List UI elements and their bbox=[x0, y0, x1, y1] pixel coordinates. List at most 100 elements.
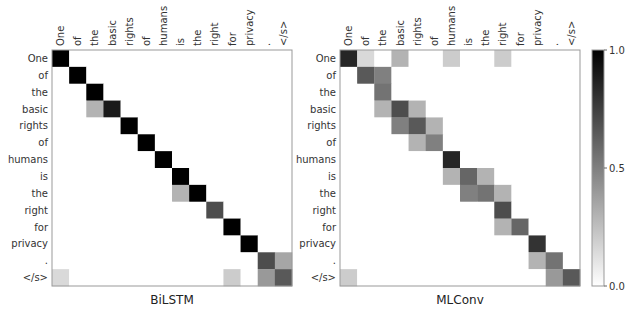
cell bbox=[52, 84, 69, 101]
cell bbox=[189, 101, 206, 118]
cell bbox=[172, 84, 189, 101]
cell bbox=[138, 168, 155, 185]
cell bbox=[374, 185, 391, 202]
cell bbox=[546, 252, 563, 269]
cell bbox=[546, 50, 563, 67]
cell bbox=[546, 219, 563, 236]
cell bbox=[529, 269, 546, 286]
x-tick-label: One bbox=[55, 26, 66, 46]
cell bbox=[357, 134, 374, 151]
x-tick-label: right bbox=[497, 22, 508, 46]
cell bbox=[529, 134, 546, 151]
cell bbox=[357, 101, 374, 118]
x-tick-label: of bbox=[429, 36, 440, 46]
y-tick-label: the bbox=[320, 188, 336, 199]
cell bbox=[511, 185, 528, 202]
cell bbox=[241, 67, 258, 84]
cell bbox=[563, 185, 580, 202]
cell bbox=[357, 117, 374, 134]
cell bbox=[223, 117, 240, 134]
cell bbox=[86, 235, 103, 252]
cell bbox=[52, 219, 69, 236]
cell bbox=[172, 168, 189, 185]
cell bbox=[223, 252, 240, 269]
cell bbox=[494, 101, 511, 118]
cell bbox=[563, 84, 580, 101]
cell bbox=[103, 134, 120, 151]
x-tick-label: humans bbox=[158, 6, 169, 46]
cell bbox=[443, 84, 460, 101]
cell bbox=[391, 117, 408, 134]
cell bbox=[275, 50, 292, 67]
y-tick-label: of bbox=[326, 70, 336, 81]
cell bbox=[103, 67, 120, 84]
cell bbox=[460, 269, 477, 286]
cell bbox=[258, 269, 275, 286]
cell bbox=[340, 269, 357, 286]
cell bbox=[241, 151, 258, 168]
cell bbox=[477, 219, 494, 236]
cell bbox=[426, 151, 443, 168]
cell bbox=[86, 67, 103, 84]
cell bbox=[69, 219, 86, 236]
cell bbox=[460, 235, 477, 252]
cell bbox=[189, 185, 206, 202]
cell bbox=[357, 219, 374, 236]
cell bbox=[206, 84, 223, 101]
cell bbox=[121, 101, 138, 118]
cell bbox=[138, 235, 155, 252]
cell bbox=[189, 168, 206, 185]
x-tick-label: humans bbox=[446, 6, 457, 46]
cell bbox=[511, 235, 528, 252]
colorbar-tick bbox=[604, 50, 607, 51]
cell bbox=[258, 134, 275, 151]
cell bbox=[477, 235, 494, 252]
cell bbox=[155, 168, 172, 185]
cell bbox=[426, 101, 443, 118]
cell bbox=[340, 84, 357, 101]
cell bbox=[52, 50, 69, 67]
colorbar-tick bbox=[604, 286, 607, 287]
cell bbox=[477, 185, 494, 202]
cell bbox=[409, 151, 426, 168]
cell bbox=[86, 202, 103, 219]
cell bbox=[494, 168, 511, 185]
cell bbox=[258, 202, 275, 219]
cell bbox=[511, 269, 528, 286]
cell bbox=[258, 185, 275, 202]
cell bbox=[443, 50, 460, 67]
cell bbox=[546, 235, 563, 252]
cell bbox=[103, 269, 120, 286]
cell bbox=[189, 235, 206, 252]
cell bbox=[426, 235, 443, 252]
y-tick-label: humans bbox=[296, 154, 336, 165]
cell bbox=[409, 117, 426, 134]
cell bbox=[391, 185, 408, 202]
cell bbox=[258, 219, 275, 236]
cell bbox=[155, 101, 172, 118]
cell bbox=[121, 50, 138, 67]
cell bbox=[52, 185, 69, 202]
cell bbox=[409, 84, 426, 101]
cell bbox=[374, 50, 391, 67]
cell bbox=[426, 50, 443, 67]
y-tick-label: the bbox=[32, 87, 48, 98]
cell bbox=[426, 84, 443, 101]
colorbar-tick-label: 0.0 bbox=[609, 281, 625, 292]
cell bbox=[563, 235, 580, 252]
y-tick-label: for bbox=[322, 222, 337, 233]
cell bbox=[172, 252, 189, 269]
cell bbox=[223, 185, 240, 202]
cell bbox=[374, 134, 391, 151]
cell bbox=[138, 101, 155, 118]
cell bbox=[409, 219, 426, 236]
cell bbox=[206, 67, 223, 84]
cell bbox=[189, 202, 206, 219]
cell bbox=[206, 235, 223, 252]
cell bbox=[69, 235, 86, 252]
cell bbox=[529, 185, 546, 202]
cell bbox=[223, 50, 240, 67]
cell bbox=[86, 168, 103, 185]
x-tick-label: </s> bbox=[566, 21, 577, 46]
cell bbox=[494, 219, 511, 236]
